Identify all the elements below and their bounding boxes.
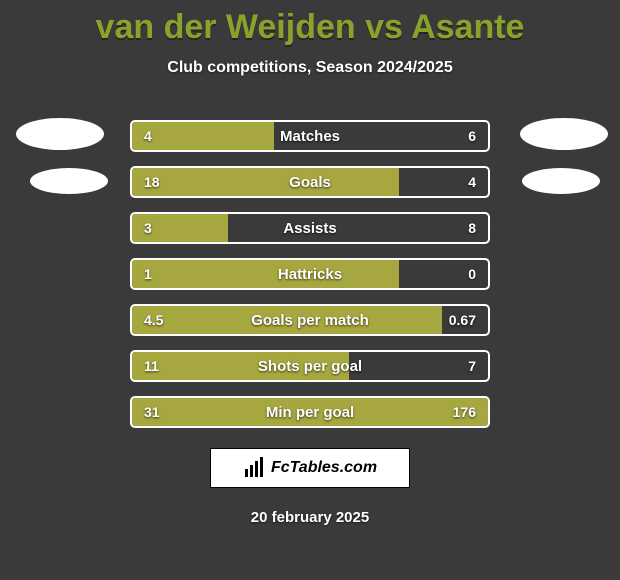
- bar-value-right: 4: [468, 168, 476, 196]
- player-right-avatar-2: [522, 168, 600, 194]
- player-left-avatar-2: [30, 168, 108, 194]
- bar-row: Goals per match4.50.67: [130, 304, 490, 336]
- source-text: FcTables.com: [271, 459, 377, 477]
- bar-fill-right: [185, 398, 488, 426]
- bar-value-right: 0: [468, 260, 476, 288]
- bar-fill-left: [132, 352, 349, 380]
- chart-icon: [243, 457, 265, 479]
- subtitle: Club competitions, Season 2024/2025: [0, 59, 620, 77]
- bar-fill-left: [132, 214, 228, 242]
- bar-row: Min per goal31176: [130, 396, 490, 428]
- bar-fill-left: [132, 260, 399, 288]
- date-text: 20 february 2025: [0, 509, 620, 526]
- bar-row: Matches46: [130, 120, 490, 152]
- bar-value-right: 8: [468, 214, 476, 242]
- bar-fill-left: [132, 122, 274, 150]
- bar-value-right: 7: [468, 352, 476, 380]
- bar-value-right: 0.67: [449, 306, 476, 334]
- player-right-avatar: [520, 118, 608, 150]
- bar-fill-left: [132, 306, 442, 334]
- player-left-avatar: [16, 118, 104, 150]
- source-logo: FcTables.com: [210, 448, 410, 488]
- bar-row: Shots per goal117: [130, 350, 490, 382]
- bar-row: Hattricks10: [130, 258, 490, 290]
- bar-row: Assists38: [130, 212, 490, 244]
- bar-row: Goals184: [130, 166, 490, 198]
- bar-fill-left: [132, 168, 399, 196]
- page-title: van der Weijden vs Asante: [0, 0, 620, 47]
- bar-fill-left: [132, 398, 185, 426]
- comparison-bars: Matches46 Goals184 Assists38 Hattricks10 Goa…: [130, 120, 490, 442]
- bar-value-right: 6: [468, 122, 476, 150]
